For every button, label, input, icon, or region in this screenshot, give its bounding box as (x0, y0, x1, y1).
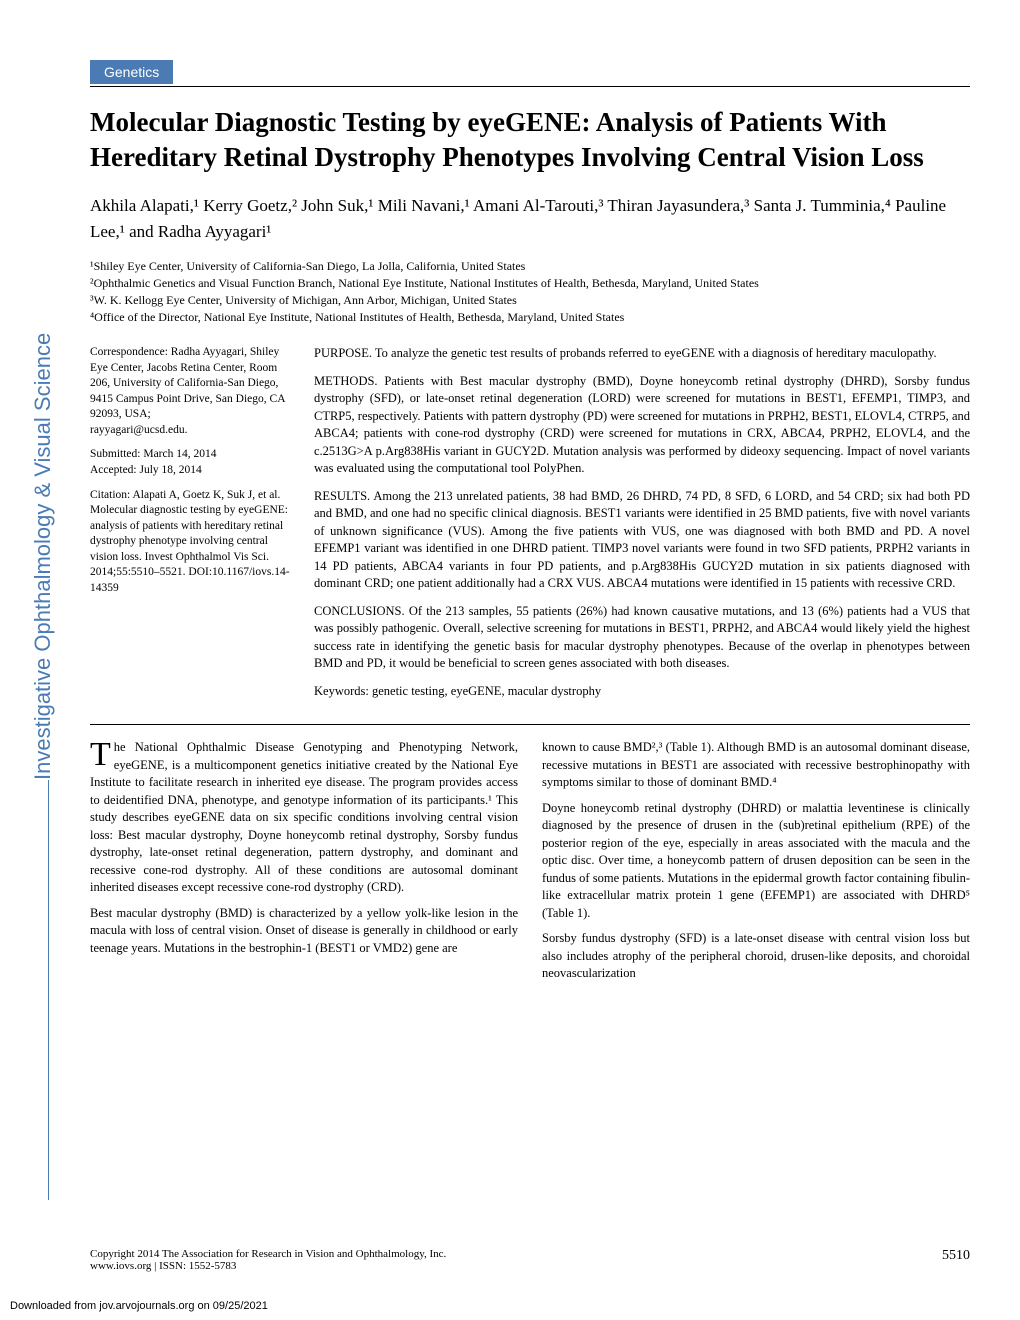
abstract-methods: METHODS. Patients with Best macular dyst… (314, 373, 970, 478)
body-para-1-text: he National Ophthalmic Disease Genotypin… (90, 740, 518, 894)
abstract-purpose: PURPOSE. To analyze the genetic test res… (314, 345, 970, 363)
affiliation-1: ¹Shiley Eye Center, University of Califo… (90, 258, 970, 275)
submitted-date: Submitted: March 14, 2014 (90, 448, 217, 460)
article-title: Molecular Diagnostic Testing by eyeGENE:… (90, 105, 970, 175)
section-tag: Genetics (90, 60, 173, 84)
rule-top (90, 86, 970, 87)
body-text: The National Ophthalmic Disease Genotypi… (90, 739, 970, 983)
sidebar-rule (48, 780, 49, 1200)
rule-mid (90, 724, 970, 725)
abstract-conclusions: CONCLUSIONS. Of the 213 samples, 55 pati… (314, 603, 970, 673)
correspondence-email: rayyagari@ucsd.edu. (90, 424, 187, 436)
body-para-1: The National Ophthalmic Disease Genotypi… (90, 739, 518, 897)
abstract-results: RESULTS. Among the 213 unrelated patient… (314, 488, 970, 593)
abstract-column: PURPOSE. To analyze the genetic test res… (314, 345, 970, 710)
page-number: 5510 (942, 1248, 970, 1272)
download-note: Downloaded from jov.arvojournals.org on … (10, 1300, 268, 1312)
author-list: Akhila Alapati,¹ Kerry Goetz,² John Suk,… (90, 193, 970, 244)
footer-left: Copyright 2014 The Association for Resea… (90, 1248, 446, 1272)
copyright: Copyright 2014 The Association for Resea… (90, 1248, 446, 1260)
abstract-block: Correspondence: Radha Ayyagari, Shiley E… (90, 345, 970, 710)
affiliation-3: ³W. K. Kellogg Eye Center, University of… (90, 292, 970, 309)
citation: Citation: Alapati A, Goetz K, Suk J, et … (90, 488, 290, 597)
affiliation-2: ²Ophthalmic Genetics and Visual Function… (90, 275, 970, 292)
accepted-date: Accepted: July 18, 2014 (90, 464, 202, 476)
abstract-keywords: Keywords: genetic testing, eyeGENE, macu… (314, 683, 970, 701)
correspondence-column: Correspondence: Radha Ayyagari, Shiley E… (90, 345, 290, 710)
affiliations: ¹Shiley Eye Center, University of Califo… (90, 258, 970, 325)
page-footer: Copyright 2014 The Association for Resea… (90, 1248, 970, 1272)
issn: www.iovs.org | ISSN: 1552-5783 (90, 1260, 446, 1272)
affiliation-4: ⁴Office of the Director, National Eye In… (90, 309, 970, 326)
body-para-4: Doyne honeycomb retinal dystrophy (DHRD)… (542, 800, 970, 923)
correspondence-text: Correspondence: Radha Ayyagari, Shiley E… (90, 346, 285, 420)
body-para-3: known to cause BMD²,³ (Table 1). Althoug… (542, 739, 970, 792)
journal-sidebar: Investigative Ophthalmology & Visual Sci… (30, 333, 56, 780)
body-para-5: Sorsby fundus dystrophy (SFD) is a late-… (542, 930, 970, 983)
body-para-2: Best macular dystrophy (BMD) is characte… (90, 905, 518, 958)
dropcap: T (90, 739, 114, 770)
